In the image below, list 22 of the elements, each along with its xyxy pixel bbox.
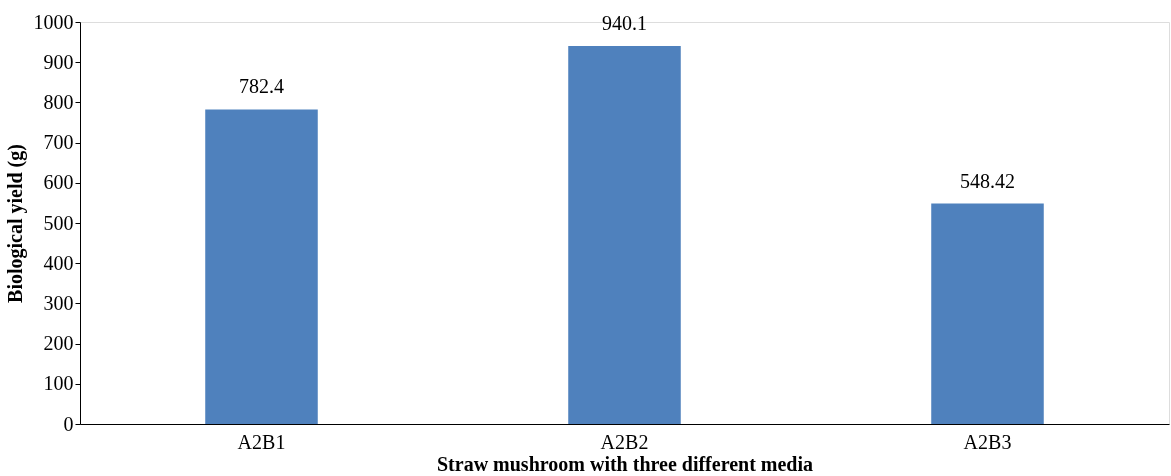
y-tick-label: 0 <box>63 412 74 435</box>
y-tick-label: 1000 <box>33 10 74 33</box>
x-tick-label: A2B2 <box>600 430 649 453</box>
bar <box>931 203 1044 424</box>
x-tick-label: A2B1 <box>237 430 286 453</box>
bar <box>205 109 318 424</box>
x-axis-title: Straw mushroom with three different media <box>436 452 814 475</box>
y-tick-label: 900 <box>43 50 74 73</box>
y-tick-label: 200 <box>43 332 74 355</box>
y-tick-label: 300 <box>43 291 74 314</box>
data-label: 782.4 <box>239 75 284 98</box>
y-tick-label: 700 <box>43 131 74 154</box>
y-tick-label: 800 <box>43 90 74 113</box>
y-tick-label: 600 <box>43 171 74 194</box>
bar <box>568 46 681 424</box>
y-tick-label: 100 <box>43 372 74 395</box>
x-tick-label: A2B3 <box>963 430 1012 453</box>
y-tick-label: 400 <box>43 251 74 274</box>
y-tick-label: 500 <box>43 211 74 234</box>
y-axis-title: Biological yield (g) <box>3 144 27 303</box>
data-label: 548.42 <box>960 169 1015 192</box>
data-label: 940.1 <box>602 12 647 35</box>
